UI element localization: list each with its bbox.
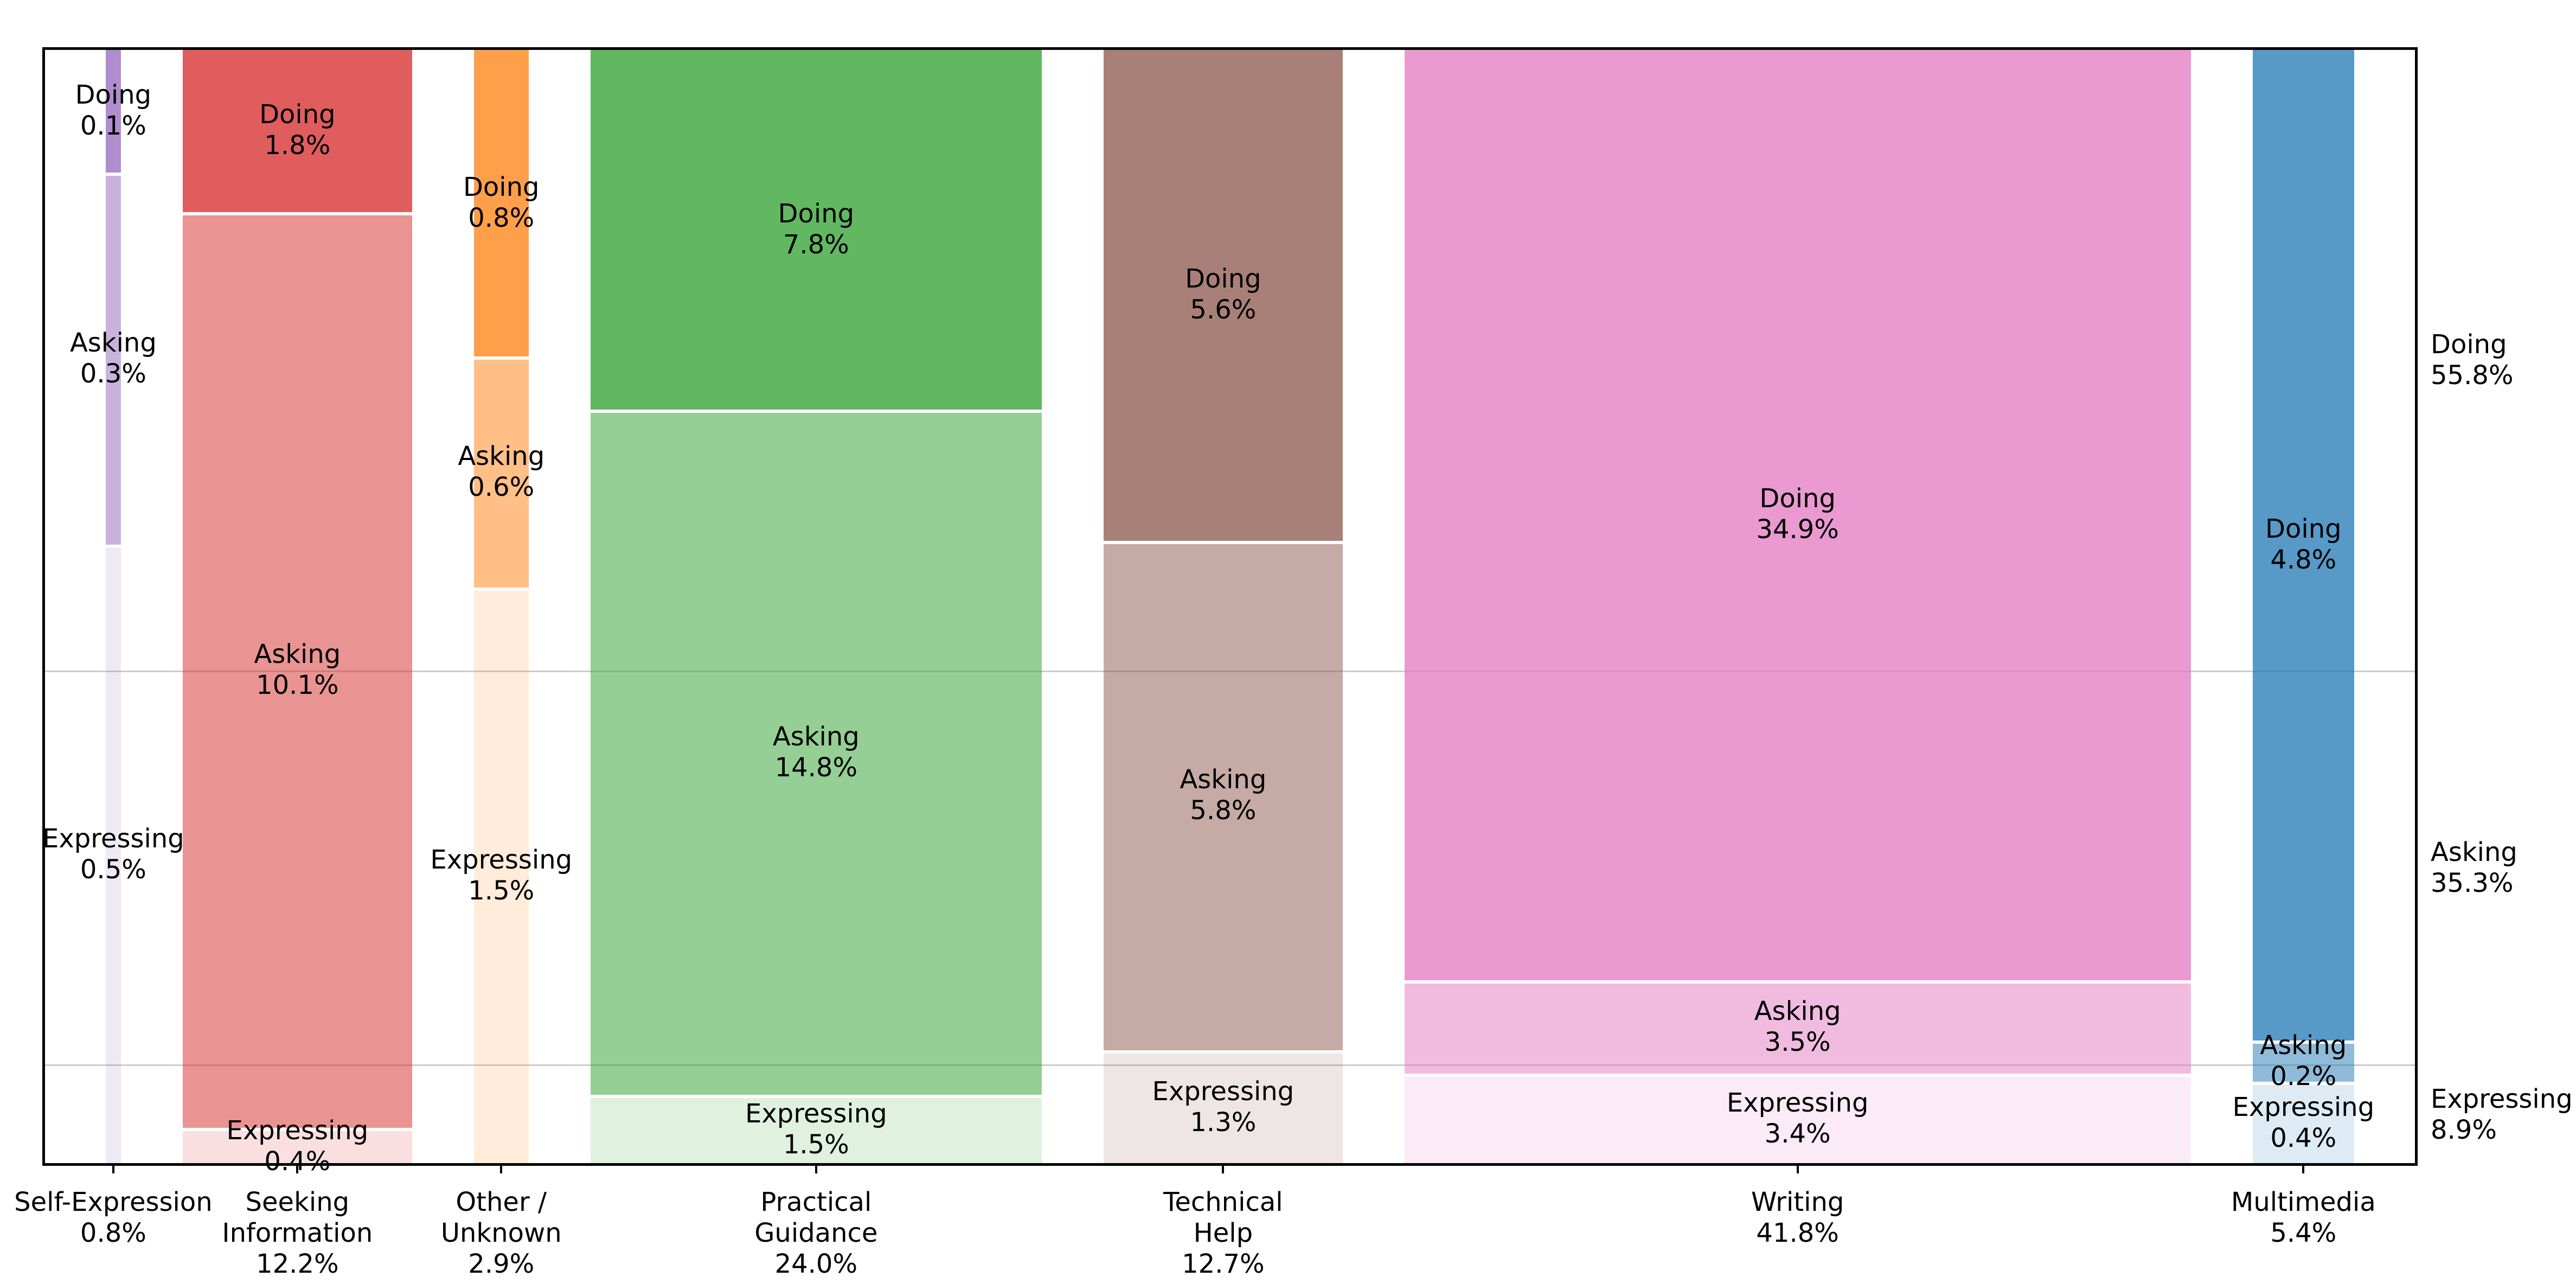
segment-label-doing: Doing 4.8%: [2265, 513, 2342, 575]
segment-label-expressing: Expressing 1.5%: [430, 845, 573, 907]
x-axis-label-technical-help: Technical Help 12.7%: [1163, 1187, 1283, 1279]
category-column-technical-help: [1104, 49, 1343, 1164]
x-axis-tick: [1796, 1166, 1799, 1173]
segment-asking: [1104, 540, 1343, 1050]
segment-label-asking: Asking 0.3%: [69, 328, 157, 390]
row-total-label-asking: Asking 35.3%: [2431, 837, 2517, 899]
segment-expressing: [590, 1095, 1042, 1164]
row-boundary-gridline-1: [44, 1064, 2416, 1066]
segment-label-doing: Doing 0.1%: [75, 80, 152, 142]
segment-asking: [182, 212, 412, 1128]
segment-doing: [473, 49, 529, 357]
segment-label-doing: Doing 1.8%: [259, 99, 336, 161]
segment-doing: [106, 49, 121, 173]
x-axis-label-seeking-information: Seeking Information 12.2%: [222, 1187, 373, 1279]
x-axis-label-practical-guidance: Practical Guidance 24.0%: [754, 1187, 878, 1279]
segment-expressing: [1104, 1050, 1343, 1164]
segment-doing: [2252, 49, 2354, 1041]
segment-label-doing: Doing 7.8%: [778, 198, 855, 260]
x-axis-tick: [2302, 1166, 2305, 1173]
segment-doing: [1104, 49, 1343, 541]
segment-asking: [473, 356, 529, 588]
segment-doing: [182, 49, 412, 212]
segment-label-asking: Asking 0.2%: [2260, 1030, 2347, 1091]
row-total-label-doing: Doing 55.8%: [2431, 329, 2514, 391]
category-column-writing: [1404, 49, 2191, 1164]
category-column-self-expression: [106, 49, 121, 1164]
segment-label-doing: Doing 5.6%: [1185, 264, 1261, 325]
segment-label-expressing: Expressing 1.5%: [745, 1099, 887, 1160]
segment-label-asking: Asking 14.8%: [772, 721, 860, 783]
row-total-label-expressing: Expressing 8.9%: [2431, 1083, 2573, 1145]
category-column-practical-guidance: [590, 49, 1042, 1164]
segment-label-expressing: Expressing 1.3%: [1152, 1076, 1295, 1138]
x-axis-label-other-unknown: Other / Unknown 2.9%: [440, 1187, 562, 1279]
x-axis-tick: [296, 1166, 299, 1173]
category-column-other-unknown: [473, 49, 529, 1164]
segment-label-asking: Asking 3.5%: [1754, 995, 1841, 1057]
segment-doing: [1404, 49, 2191, 980]
segment-label-expressing: Expressing 0.5%: [42, 823, 184, 885]
segment-label-expressing: Expressing 0.4%: [2232, 1091, 2375, 1153]
segment-doing: [590, 49, 1042, 410]
segment-asking: [1404, 980, 2191, 1074]
x-axis-label-multimedia: Multimedia 5.4%: [2231, 1187, 2376, 1248]
x-axis-label-self-expression: Self-Expression 0.8%: [14, 1187, 213, 1248]
segment-asking: [106, 173, 121, 545]
segment-expressing: [2252, 1081, 2354, 1164]
segment-label-asking: Asking 0.6%: [458, 441, 545, 502]
segment-label-doing: Doing 34.9%: [1756, 483, 1839, 545]
x-axis-tick: [1222, 1166, 1225, 1173]
segment-asking: [590, 410, 1042, 1095]
segment-asking: [2252, 1040, 2354, 1082]
segment-label-doing: Doing 0.8%: [463, 171, 540, 233]
segment-label-asking: Asking 5.8%: [1180, 764, 1267, 826]
x-axis-tick: [500, 1166, 503, 1173]
segment-expressing: [473, 587, 529, 1164]
x-axis-label-writing: Writing 41.8%: [1751, 1187, 1844, 1248]
segment-expressing: [182, 1128, 412, 1164]
x-axis-tick: [815, 1166, 817, 1173]
category-column-seeking-information: [182, 49, 412, 1164]
segment-label-asking: Asking 10.1%: [254, 639, 341, 700]
segment-label-expressing: Expressing 3.4%: [1726, 1088, 1869, 1150]
category-column-multimedia: [2252, 49, 2354, 1164]
segment-expressing: [106, 544, 121, 1164]
segment-expressing: [1404, 1073, 2191, 1164]
x-axis-tick: [112, 1166, 114, 1173]
